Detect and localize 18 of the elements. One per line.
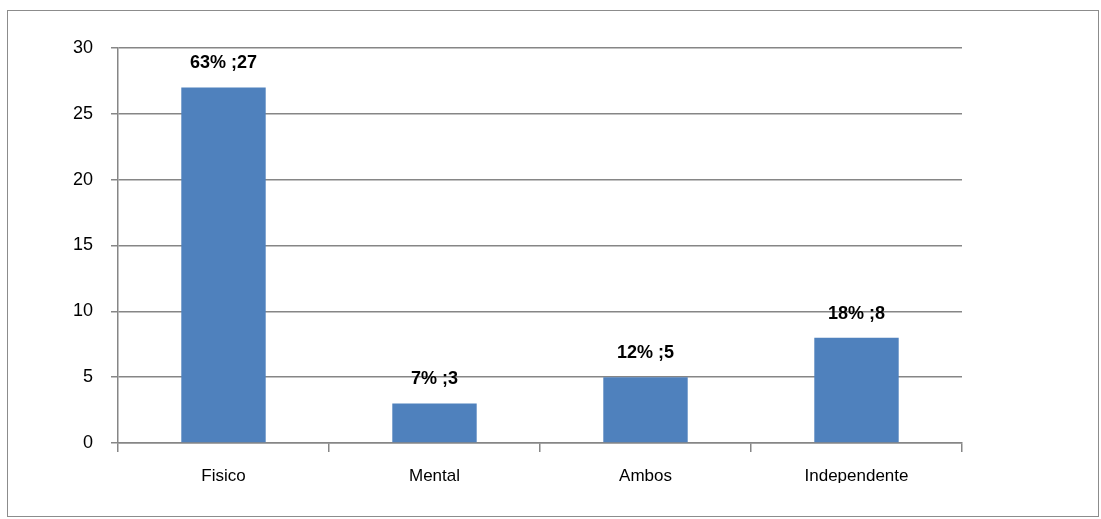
x-tick-label: Fisico [201,465,246,485]
x-tick-label: Ambos [619,465,672,485]
data-label: 7% ;3 [410,368,459,389]
bar [181,87,266,443]
data-label: 63% ;27 [189,52,258,73]
bar [392,403,477,443]
data-label: 18% ;8 [827,302,886,323]
data-label: 12% ;5 [616,342,675,363]
y-tick-label: 15 [72,234,93,255]
bar [814,337,899,443]
y-tick-label: 25 [72,102,93,123]
y-tick-label: 20 [72,168,93,189]
y-tick-label: 10 [72,300,93,321]
y-tick-label: 30 [72,36,93,57]
bar [603,377,688,443]
y-tick-label: 0 [82,431,93,452]
y-tick-label: 5 [82,366,93,387]
x-tick-label: Mental [408,465,461,485]
